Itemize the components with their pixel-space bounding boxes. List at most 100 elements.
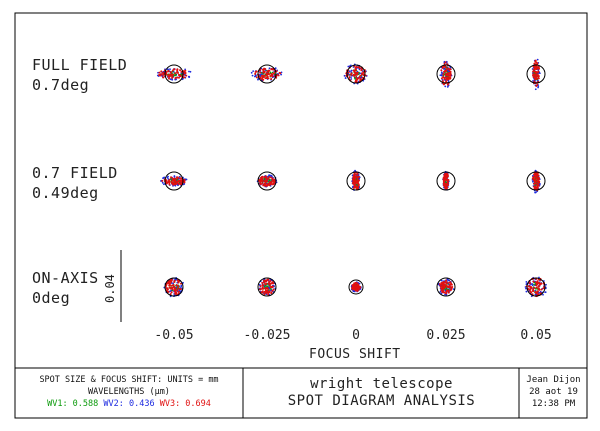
ray-point-wv3 [185,74,188,77]
ray-point-wv3 [173,279,176,282]
ray-point-wv3 [350,74,353,77]
ray-point-wv2 [444,85,447,88]
ray-point-wv3 [270,282,273,285]
ray-point-wv3 [183,76,186,79]
ray-point-wv2 [344,77,347,80]
ray-point-wv3 [445,284,448,287]
ray-point-wv2 [531,284,534,287]
ray-point-wv2 [350,76,352,79]
author: Jean Dijon [526,375,581,385]
ray-point-wv3 [171,181,174,184]
ray-point-wv3 [168,73,171,76]
ray-point-wv2 [446,86,449,88]
ray-point-wv3 [272,282,275,285]
ray-point-wv3 [271,289,274,292]
ray-point-wv3 [264,176,267,179]
spot-diagram [436,170,456,191]
ray-point-wv3 [445,77,448,80]
ray-point-wv3 [445,282,448,285]
ray-point-wv3 [444,187,447,190]
ray-point-wv3 [265,280,268,283]
units-line: SPOT SIZE & FOCUS SHIFT: UNITS = mm [39,375,219,385]
ray-point-wv3 [534,78,537,81]
ray-point-wv2 [171,78,174,81]
ray-point-wv3 [176,181,179,184]
ray-point-wv3 [170,284,173,287]
ray-point-wv3 [171,76,174,79]
ray-point-wv3 [443,62,446,65]
units-info: SPOT SIZE & FOCUS SHIFT: UNITS = mm WAVE… [16,374,242,410]
ray-point-wv2 [169,68,171,71]
ray-point-wv3 [440,287,443,290]
row-title: 0.7 FIELD [32,164,118,182]
ray-point-wv2 [531,180,534,183]
ray-point-wv3 [271,74,274,77]
ray-point-wv3 [168,75,171,78]
ray-point-wv3 [445,73,448,76]
ray-point-wv3 [270,183,273,186]
ray-point-wv3 [263,293,266,296]
ray-point-wv3 [170,176,173,179]
ray-point-wv3 [263,281,266,284]
ray-point-wv2 [347,65,350,68]
ray-point-wv3 [445,70,448,73]
ray-point-wv3 [263,74,266,77]
ray-point-wv3 [443,291,446,294]
spot-diagram [526,58,546,91]
ray-point-wv3 [537,74,540,77]
ray-point-wv3 [183,179,186,182]
ray-point-wv2 [348,70,351,73]
ray-point-wv2 [538,72,541,75]
ray-point-wv3 [262,184,265,187]
ray-point-wv3 [273,71,276,74]
ray-point-wv3 [535,85,538,88]
ray-point-wv3 [255,70,258,73]
ray-point-wv2 [537,86,540,89]
ray-point-wv3 [447,74,450,77]
ray-point-wv3 [442,286,445,289]
ray-point-wv3 [162,76,165,79]
row-angle: 0.49deg [32,184,99,202]
ray-point-wv3 [539,283,542,286]
ray-point-wv1 [533,283,535,286]
ray-point-wv3 [536,184,539,187]
ray-point-wv3 [537,282,540,285]
spot-diagram [257,277,277,297]
ray-point-wv3 [179,75,182,78]
ray-point-wv3 [444,65,447,68]
ray-point-wv3 [448,281,451,284]
ray-point-wv2 [166,176,169,179]
airy-disc [436,277,456,297]
ray-point-wv3 [447,178,450,181]
ray-point-wv3 [260,175,263,178]
ray-point-wv2 [269,174,272,177]
ray-point-wv3 [176,176,179,179]
ray-point-wv1 [269,71,272,74]
ray-point-wv3 [442,289,445,292]
ray-point-wv1 [173,74,176,77]
ray-point-wv3 [176,68,179,71]
ray-point-wv3 [443,283,446,286]
ray-point-wv2 [188,76,191,79]
ray-point-wv3 [527,285,530,288]
ray-point-wv3 [268,291,271,294]
ray-point-wv3 [445,175,448,178]
spot-diagram [346,169,366,191]
ray-point-wv3 [158,71,161,74]
ray-point-wv3 [168,77,171,80]
ray-point-wv2 [452,288,455,291]
ray-point-wv3 [356,285,359,288]
ray-point-wv1 [263,177,265,180]
airy-disc [164,277,184,297]
ray-point-wv3 [443,70,446,73]
ray-point-wv3 [170,279,173,282]
ray-point-wv3 [260,183,263,186]
ray-point-wv3 [174,183,177,186]
ray-point-wv3 [447,78,450,81]
ray-point-wv3 [450,283,453,286]
ray-point-wv3 [354,186,357,189]
ray-point-wv2 [189,70,192,73]
ray-point-wv3 [533,66,536,69]
ray-point-wv3 [179,282,182,285]
